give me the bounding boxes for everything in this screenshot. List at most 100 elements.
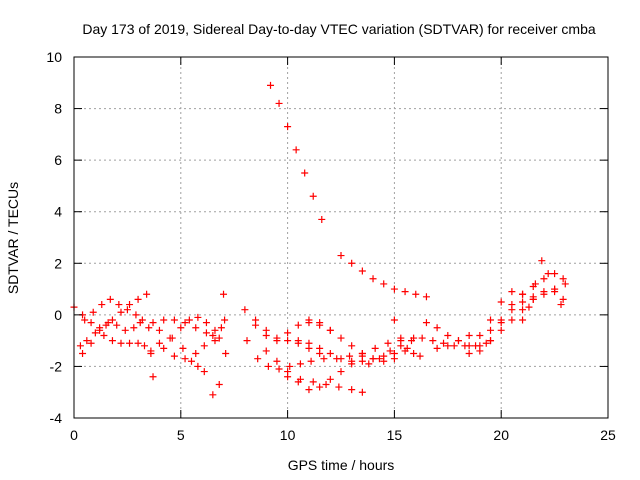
series-arc-15 — [262, 347, 366, 394]
data-point — [284, 329, 292, 337]
data-point — [222, 350, 230, 358]
data-point — [465, 350, 473, 358]
data-point — [487, 316, 495, 324]
data-point — [358, 388, 366, 396]
data-point — [476, 347, 484, 355]
data-point — [358, 350, 366, 358]
data-point — [487, 326, 495, 334]
data-point — [143, 290, 151, 298]
data-point — [284, 123, 292, 131]
series-arc-04 — [79, 319, 144, 358]
data-point — [106, 295, 114, 303]
data-point — [117, 339, 125, 347]
data-point — [429, 337, 437, 345]
data-point — [365, 360, 373, 368]
data-point — [482, 339, 490, 347]
data-point — [316, 319, 324, 327]
data-point — [83, 337, 91, 345]
data-point — [397, 342, 405, 350]
series-arc-25 — [465, 270, 567, 358]
data-point — [294, 337, 302, 345]
data-point — [416, 352, 424, 360]
data-point — [155, 339, 163, 347]
data-point — [348, 342, 356, 350]
data-point — [369, 355, 377, 363]
data-point — [134, 339, 142, 347]
data-point — [89, 308, 97, 316]
data-point — [211, 337, 219, 345]
data-point — [252, 316, 260, 324]
data-point — [81, 316, 89, 324]
data-point — [358, 357, 366, 365]
data-point — [301, 169, 309, 177]
series-arc-08 — [160, 324, 225, 363]
data-point — [202, 329, 210, 337]
series-arc-13 — [243, 334, 418, 373]
data-point — [418, 334, 426, 342]
data-point — [294, 321, 302, 329]
y-tick-label: 4 — [54, 204, 62, 220]
data-point — [476, 331, 484, 339]
series-arc-27 — [519, 257, 565, 324]
data-point — [192, 324, 200, 332]
data-point — [371, 344, 379, 352]
data-point — [540, 290, 548, 298]
data-point — [194, 313, 202, 321]
series-arc-16 — [267, 81, 326, 223]
series-arc-02 — [76, 329, 148, 350]
data-point — [168, 334, 176, 342]
data-point — [113, 321, 121, 329]
data-point — [525, 303, 533, 311]
data-point — [519, 298, 527, 306]
y-tick-label: 10 — [46, 49, 62, 65]
data-point — [132, 311, 140, 319]
data-point — [348, 259, 356, 267]
data-point — [380, 357, 388, 365]
series-arc-22 — [390, 316, 424, 360]
data-points — [70, 81, 569, 399]
data-point — [243, 337, 251, 345]
data-point — [519, 290, 527, 298]
y-axis-label: SDTVAR / TECUs — [5, 182, 21, 294]
data-point — [540, 275, 548, 283]
data-point — [440, 339, 448, 347]
data-point — [412, 290, 420, 298]
data-point — [380, 280, 388, 288]
data-point — [309, 192, 317, 200]
data-point — [262, 347, 270, 355]
data-point — [108, 316, 116, 324]
y-tick-label: 0 — [54, 307, 62, 323]
data-point — [273, 334, 281, 342]
data-point — [275, 365, 283, 373]
data-point — [177, 324, 185, 332]
data-point — [292, 146, 300, 154]
data-point — [284, 337, 292, 345]
data-point — [335, 383, 343, 391]
data-point — [450, 342, 458, 350]
data-point — [465, 342, 473, 350]
series-arc-19 — [305, 316, 398, 365]
data-point — [337, 252, 345, 260]
x-tick-label: 0 — [70, 427, 78, 443]
axis-ticks: 0 5 10 15 20 25 -4 -2 0 2 4 6 8 10 — [46, 49, 616, 443]
series-arc-06 — [149, 316, 219, 345]
data-point — [410, 350, 418, 358]
data-point — [358, 267, 366, 275]
data-point — [508, 301, 516, 309]
data-point — [108, 337, 116, 345]
series-arc-20 — [337, 252, 430, 301]
series-arc-03 — [81, 295, 146, 324]
data-point — [192, 350, 200, 358]
data-point — [187, 357, 195, 365]
data-point — [551, 288, 559, 296]
data-point — [337, 334, 345, 342]
data-point — [497, 298, 505, 306]
data-point — [115, 301, 123, 309]
data-point — [136, 319, 144, 327]
data-point — [454, 337, 462, 345]
data-point — [160, 344, 168, 352]
data-point — [200, 368, 208, 376]
data-point — [241, 306, 249, 314]
data-point — [209, 391, 217, 399]
